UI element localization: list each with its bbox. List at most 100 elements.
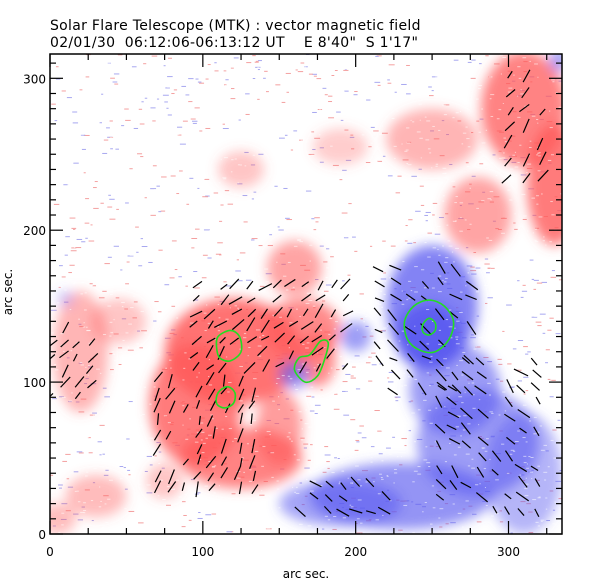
field-vector (451, 371, 459, 381)
noise-pixel (479, 163, 484, 165)
noise-pixel (337, 458, 340, 460)
noise-pixel (72, 122, 79, 124)
speckle-pixel (74, 490, 77, 492)
speckle-pixel (379, 254, 381, 256)
speckle-pixel (252, 403, 256, 405)
speckle-pixel (140, 310, 144, 312)
speckle-pixel (534, 316, 538, 318)
speckle-pixel (526, 463, 529, 465)
noise-pixel (99, 122, 102, 124)
speckle-pixel (161, 256, 165, 258)
speckle-pixel (243, 215, 247, 217)
field-vector (314, 323, 323, 333)
field-vector (534, 478, 541, 487)
noise-pixel (418, 168, 422, 170)
noise-pixel (223, 281, 227, 283)
noise-pixel (357, 432, 362, 434)
speckle-pixel (209, 182, 213, 184)
noise-pixel (128, 474, 131, 476)
speckle-pixel (192, 507, 195, 509)
noise-pixel (79, 89, 83, 91)
speckle-pixel (368, 175, 371, 177)
speckle-pixel (553, 457, 557, 459)
speckle-pixel (348, 230, 352, 232)
speckle-pixel (503, 292, 505, 294)
speckle-pixel (293, 98, 296, 100)
speckle-pixel (342, 304, 347, 306)
speckle-pixel (379, 290, 383, 292)
noise-pixel (65, 453, 71, 455)
speckle-pixel (393, 145, 397, 147)
speckle-pixel (170, 489, 175, 491)
noise-pixel (507, 363, 512, 365)
speckle-pixel (292, 286, 295, 288)
noise-pixel (59, 396, 64, 398)
speckle-pixel (455, 196, 458, 198)
speckle-pixel (211, 78, 215, 80)
speckle-pixel (212, 99, 214, 101)
speckle-pixel (514, 213, 516, 215)
speckle-pixel (272, 150, 274, 152)
speckle-pixel (544, 366, 547, 368)
field-vector (60, 339, 69, 348)
speckle-pixel (398, 340, 401, 342)
speckle-pixel (345, 240, 348, 242)
speckle-pixel (193, 291, 196, 293)
field-vector (196, 444, 203, 455)
speckle-pixel (489, 458, 491, 460)
speckle-pixel (366, 175, 369, 177)
field-vector (518, 475, 528, 488)
field-vector (536, 137, 544, 151)
speckle-pixel (270, 290, 273, 292)
noise-pixel (354, 91, 358, 93)
noise-pixel (150, 107, 156, 109)
speckle-pixel (429, 422, 433, 424)
speckle-pixel (159, 83, 163, 85)
noise-pixel (126, 438, 130, 440)
field-vector (477, 408, 489, 419)
field-vector (419, 340, 430, 351)
speckle-pixel (375, 160, 379, 162)
speckle-pixel (504, 410, 507, 412)
field-vector (197, 454, 202, 465)
noise-pixel (156, 185, 160, 187)
speckle-pixel (158, 354, 160, 356)
noise-pixel (443, 104, 450, 106)
field-vector (533, 426, 540, 437)
speckle-pixel (341, 105, 344, 107)
noise-pixel (245, 113, 250, 115)
noise-pixel (485, 302, 488, 304)
speckle-pixel (536, 154, 539, 156)
noise-pixel (179, 170, 183, 172)
speckle-pixel (446, 367, 450, 369)
noise-pixel (207, 257, 212, 259)
speckle-pixel (182, 405, 185, 407)
field-contours (215, 299, 455, 409)
speckle-pixel (545, 59, 547, 61)
speckle-pixel (246, 210, 248, 212)
speckle-pixel (286, 436, 290, 438)
noise-pixel (55, 66, 59, 68)
speckle-pixel (360, 522, 363, 524)
noise-pixel (117, 347, 123, 349)
noise-pixel (109, 120, 113, 122)
speckle-pixel (534, 239, 537, 241)
speckle-pixel (479, 67, 483, 69)
speckle-pixel (131, 170, 135, 172)
noise-pixel (107, 206, 113, 208)
noise-pixel (523, 393, 526, 395)
noise-pixel (348, 203, 352, 205)
noise-pixel (89, 283, 93, 285)
noise-pixel (141, 101, 144, 103)
speckle-pixel (58, 57, 61, 59)
speckle-pixel (329, 107, 334, 109)
field-vector (460, 481, 472, 489)
speckle-pixel (201, 189, 205, 191)
speckle-pixel (123, 155, 127, 157)
field-vector (309, 480, 322, 488)
speckle-pixel (396, 110, 399, 112)
speckle-pixel (471, 467, 475, 469)
speckle-pixel (541, 379, 545, 381)
noise-pixel (533, 279, 539, 281)
speckle-pixel (301, 363, 306, 365)
